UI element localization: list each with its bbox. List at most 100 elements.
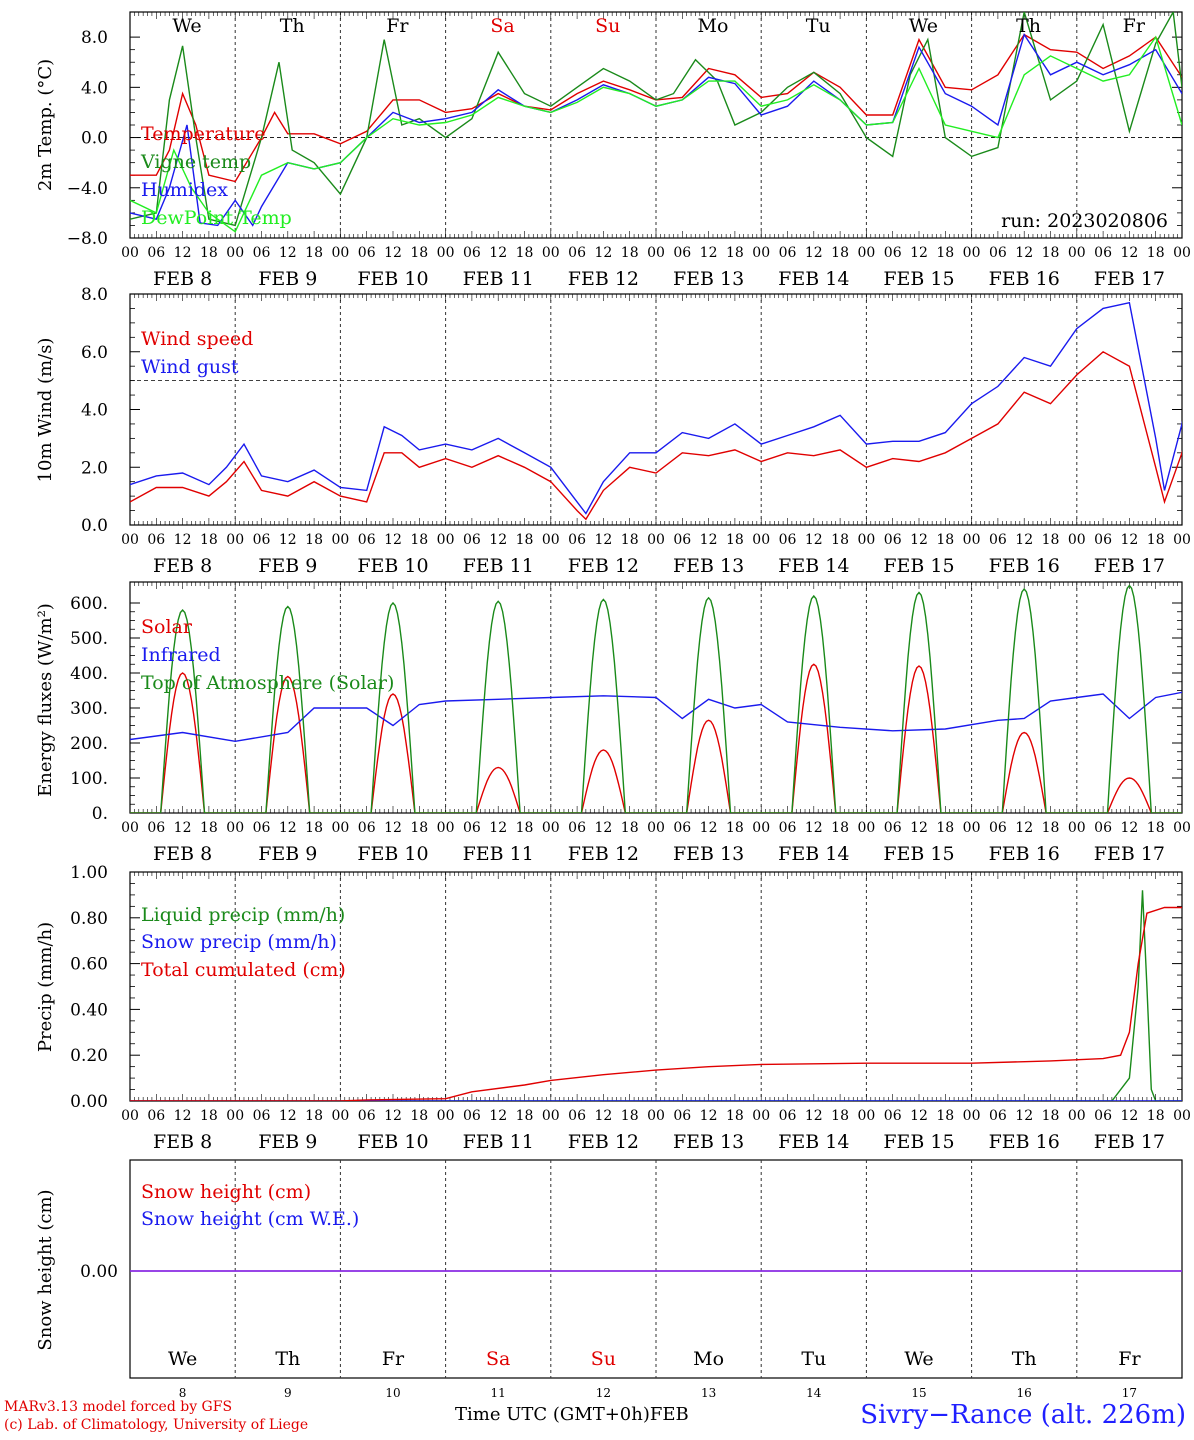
x-hour-label: 06 — [568, 820, 586, 836]
x-hour-label: 18 — [1147, 820, 1165, 836]
y-tick-label: 0. — [92, 804, 108, 824]
x-hour-label: 18 — [726, 532, 744, 548]
x-hour-label: 00 — [121, 820, 139, 836]
x-hour-label: 06 — [884, 245, 902, 261]
x-hour-label: 18 — [831, 245, 849, 261]
x-hour-label: 06 — [568, 245, 586, 261]
x-date-label: FEB 13 — [673, 1131, 744, 1153]
day-number: 12 — [596, 1386, 611, 1400]
legend-entry: DewPoint Temp — [141, 207, 292, 229]
legend-entry: Temperature — [141, 123, 265, 145]
x-hour-label: 06 — [1094, 820, 1112, 836]
x-date-label: FEB 17 — [1094, 555, 1165, 577]
x-hour-label: 00 — [1173, 820, 1191, 836]
x-hour-label: 12 — [279, 245, 297, 261]
x-hour-label: 00 — [1068, 532, 1086, 548]
x-hour-label: 00 — [1173, 245, 1191, 261]
run-label: run: 2023020806 — [1001, 210, 1168, 232]
x-hour-label: 00 — [1173, 1108, 1191, 1124]
x-hour-label: 18 — [1147, 1108, 1165, 1124]
x-hour-label: 18 — [621, 532, 639, 548]
x-date-label: FEB 16 — [989, 1131, 1060, 1153]
y-tick-label: 1.00 — [70, 863, 108, 883]
x-hour-label: 18 — [516, 245, 534, 261]
x-hour-label: 18 — [831, 1108, 849, 1124]
station-name: Sivry−Rance (alt. 226m) — [860, 1400, 1186, 1430]
y-tick-label: −8.0 — [67, 229, 108, 249]
x-hour-label: 00 — [857, 532, 875, 548]
x-date-label: FEB 10 — [357, 843, 428, 865]
x-hour-label: 18 — [621, 820, 639, 836]
x-date-label: FEB 11 — [463, 555, 534, 577]
x-hour-label: 12 — [594, 1108, 612, 1124]
x-hour-label: 12 — [594, 532, 612, 548]
x-hour-label: 00 — [1173, 532, 1191, 548]
x-hour-label: 12 — [910, 1108, 928, 1124]
x-hour-label: 06 — [147, 820, 165, 836]
time-axis-label: Time UTC (GMT+0h)FEB — [455, 1404, 689, 1425]
x-hour-label: 18 — [200, 245, 218, 261]
series-line — [130, 301, 1182, 515]
x-date-label: FEB 8 — [153, 1131, 212, 1153]
legend-entry: Humidex — [141, 179, 228, 201]
y-tick-label: −4.0 — [67, 179, 108, 199]
x-hour-label: 06 — [673, 1108, 691, 1124]
x-date-label: FEB 17 — [1094, 1131, 1165, 1153]
y-tick-label: 0.0 — [81, 516, 108, 536]
x-hour-label: 00 — [226, 1108, 244, 1124]
legend-entry: Wind gust — [141, 356, 239, 378]
x-hour-label: 00 — [647, 1108, 665, 1124]
legend-entry: Total cumulated (cm) — [141, 959, 346, 981]
x-hour-label: 12 — [1015, 245, 1033, 261]
day-letter: Sa — [490, 15, 514, 37]
day-number: 15 — [911, 1386, 926, 1400]
day-letter: Fr — [382, 1348, 405, 1370]
y-tick-label: 600. — [70, 594, 108, 614]
day-letter: Fr — [1118, 1348, 1141, 1370]
x-hour-label: 00 — [963, 1108, 981, 1124]
x-hour-label: 12 — [489, 532, 507, 548]
x-hour-label: 18 — [726, 820, 744, 836]
x-hour-label: 00 — [437, 820, 455, 836]
x-hour-label: 00 — [752, 245, 770, 261]
x-hour-label: 12 — [700, 532, 718, 548]
y-tick-label: 4.0 — [81, 401, 108, 421]
x-date-label: FEB 15 — [883, 555, 954, 577]
x-hour-label: 12 — [805, 1108, 823, 1124]
x-hour-label: 06 — [358, 245, 376, 261]
x-date-label: FEB 11 — [463, 1131, 534, 1153]
x-hour-label: 00 — [121, 1108, 139, 1124]
x-hour-label: 00 — [542, 1108, 560, 1124]
x-date-label: FEB 13 — [673, 555, 744, 577]
x-hour-label: 00 — [647, 532, 665, 548]
y-axis-label: 10m Wind (m/s) — [35, 338, 56, 483]
month-label: FEB — [649, 1404, 689, 1425]
x-hour-label: 06 — [884, 1108, 902, 1124]
x-hour-label: 12 — [174, 532, 192, 548]
x-hour-label: 12 — [279, 820, 297, 836]
x-hour-label: 18 — [621, 1108, 639, 1124]
x-date-label: FEB 8 — [153, 843, 212, 865]
x-hour-label: 18 — [516, 820, 534, 836]
series-line — [130, 691, 1182, 743]
x-hour-label: 18 — [305, 245, 323, 261]
x-hour-label: 18 — [200, 1108, 218, 1124]
y-tick-label: 400. — [70, 664, 108, 684]
x-hour-label: 18 — [831, 820, 849, 836]
x-date-label: FEB 17 — [1094, 268, 1165, 290]
x-hour-label: 00 — [752, 820, 770, 836]
x-hour-label: 06 — [147, 1108, 165, 1124]
x-hour-label: 12 — [700, 820, 718, 836]
x-hour-label: 00 — [542, 532, 560, 548]
x-hour-label: 06 — [463, 532, 481, 548]
x-hour-label: 06 — [673, 820, 691, 836]
x-hour-label: 18 — [410, 1108, 428, 1124]
day-number: 14 — [806, 1386, 822, 1400]
x-date-label: FEB 16 — [989, 268, 1060, 290]
x-date-label: FEB 9 — [258, 555, 317, 577]
x-date-label: FEB 14 — [778, 1131, 849, 1153]
day-letter: Th — [1016, 15, 1041, 37]
x-hour-label: 12 — [805, 245, 823, 261]
x-date-label: FEB 12 — [568, 1131, 639, 1153]
x-hour-label: 18 — [1042, 1108, 1060, 1124]
